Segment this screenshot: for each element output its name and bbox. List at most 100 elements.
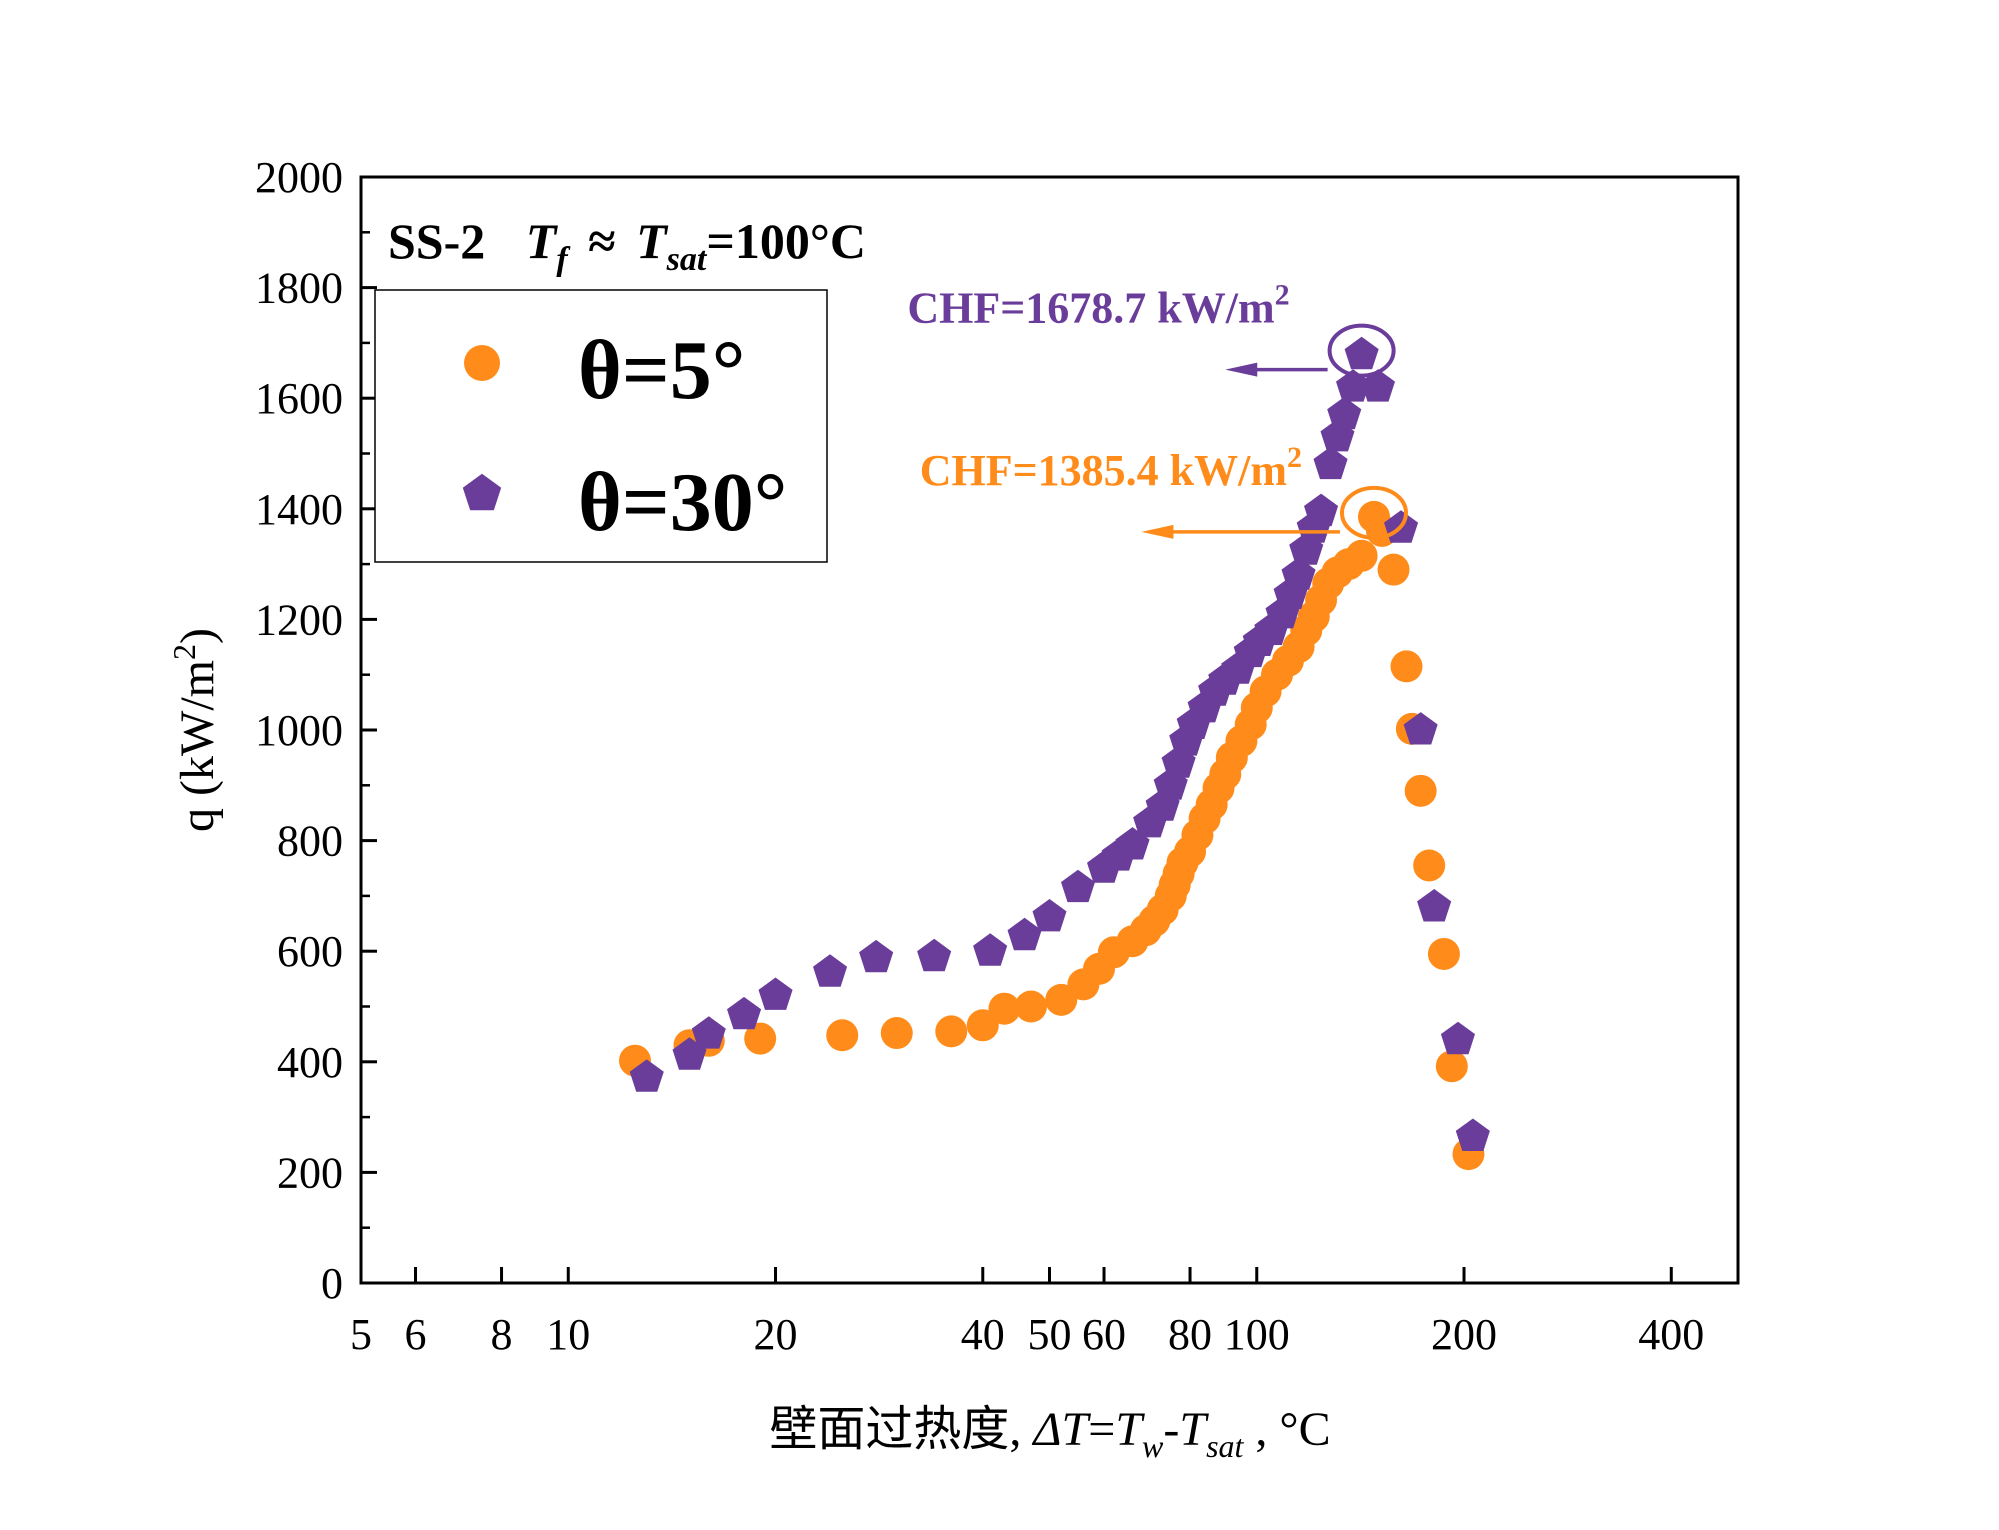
x-tick-label: 400	[1638, 1310, 1704, 1359]
chf-label: CHF=1678.7 kW/m2	[907, 279, 1289, 333]
legend-label-theta-5: θ=5°	[578, 324, 745, 417]
x-axis-title: 壁面过热度, ΔT=Tw-Tsat , °C	[769, 1403, 1330, 1464]
y-tick-label: 1600	[255, 374, 343, 423]
data-point	[1455, 1118, 1490, 1151]
chf-arrow-head	[1141, 524, 1174, 539]
data-point	[744, 1022, 777, 1055]
x-axis-title-cn: 壁面过热度,	[769, 1403, 1033, 1456]
y-tick-label: 1400	[255, 485, 343, 534]
data-point	[1404, 774, 1437, 807]
sample-name: SS-2	[388, 213, 485, 269]
chf-annotation-theta-5: CHF=1385.4 kW/m2	[920, 441, 1408, 540]
legend: θ=5° θ=30°	[374, 289, 828, 563]
chf-arrow-head	[1225, 362, 1258, 377]
y-axis-title-close: )	[171, 628, 224, 644]
y-axis: 0 200 400 600 800 1000 1200 1400 1600 1800 2000	[255, 153, 377, 1308]
y-tick-label: 200	[277, 1148, 343, 1197]
data-point	[917, 938, 952, 972]
data-point	[973, 933, 1008, 966]
x-tick-label: 200	[1431, 1310, 1497, 1359]
legend-label-theta-30: θ=30°	[578, 456, 787, 549]
x-tick-label: 100	[1224, 1310, 1290, 1359]
chf-label-text: CHF=1678.7 kW/m	[907, 284, 1274, 333]
x-axis: 5 6 8 10 20 40 50 60 80 100 200 400	[350, 1267, 1704, 1359]
chf-label-sup: 2	[1275, 279, 1290, 312]
data-point	[1390, 650, 1423, 683]
tsat-subscript: sat	[666, 241, 708, 278]
x-tick-label: 20	[754, 1310, 798, 1359]
legend-marker-theta-5	[464, 345, 500, 381]
data-point	[1377, 553, 1410, 586]
x-axis-title-unit: , °C	[1243, 1403, 1330, 1456]
y-tick-label: 0	[321, 1259, 343, 1308]
x-tick-label: 60	[1082, 1310, 1126, 1359]
y-tick-label: 1200	[255, 595, 343, 644]
data-point	[859, 939, 894, 973]
data-point	[1345, 539, 1378, 572]
y-tick-label: 800	[277, 817, 343, 866]
data-point	[935, 1015, 968, 1048]
data-point	[1413, 849, 1446, 882]
data-point	[1281, 557, 1316, 590]
data-point	[1427, 937, 1460, 970]
data-point	[1417, 889, 1452, 922]
x-axis-title-tw: T	[1115, 1403, 1145, 1456]
y-tick-label: 2000	[255, 153, 343, 202]
data-point	[1061, 869, 1095, 903]
chf-annotation-theta-30: CHF=1678.7 kW/m2	[907, 279, 1396, 378]
x-tick-label: 40	[961, 1310, 1005, 1359]
series-theta-5	[618, 500, 1485, 1171]
tf-symbol: T	[526, 213, 559, 269]
data-point	[1313, 446, 1348, 480]
legend-marker-circle	[464, 345, 500, 381]
x-axis-title-tsat: T	[1179, 1403, 1209, 1456]
y-axis-title-text: q (kW/m	[171, 660, 224, 832]
x-axis-title-eq: =	[1088, 1403, 1115, 1456]
x-tick-label: 8	[491, 1310, 513, 1359]
data-point	[813, 954, 848, 987]
x-axis-title-tsat-sub: sat	[1206, 1428, 1244, 1464]
data-point	[727, 996, 762, 1030]
condition-label: SS-2 Tf ≈ Tsat=100°C	[388, 213, 866, 281]
x-axis-title-tw-sub: w	[1142, 1428, 1164, 1464]
data-point	[1304, 493, 1339, 527]
data-point	[1361, 369, 1395, 402]
chf-label-text: CHF=1385.4 kW/m	[920, 446, 1287, 495]
data-point	[826, 1019, 859, 1052]
y-axis-title: q (kW/m2)	[166, 628, 224, 832]
y-axis-title-sup: 2	[166, 644, 202, 660]
data-point	[880, 1017, 913, 1050]
data-point	[1344, 336, 1379, 370]
approx-symbol: ≈	[588, 213, 615, 269]
data-point	[1440, 1021, 1475, 1055]
data-point	[629, 1059, 664, 1092]
chf-label-sup: 2	[1287, 441, 1302, 474]
y-tick-label: 400	[277, 1038, 343, 1087]
x-tick-label: 5	[350, 1310, 372, 1359]
data-point	[988, 992, 1021, 1025]
legend-marker-pentagon	[462, 473, 502, 511]
data-point	[1007, 917, 1042, 951]
chf-highlight-circle	[1327, 323, 1396, 378]
legend-box	[374, 289, 828, 563]
data-point	[1032, 899, 1067, 932]
y-tick-label: 1000	[255, 706, 343, 755]
chf-label: CHF=1385.4 kW/m2	[920, 441, 1302, 495]
tsat-symbol: T	[636, 213, 669, 269]
x-tick-label: 50	[1028, 1310, 1072, 1359]
data-point	[1045, 983, 1078, 1016]
y-tick-label: 1800	[255, 264, 343, 313]
x-axis-title-delta: ΔT	[1031, 1403, 1091, 1456]
x-tick-label: 10	[546, 1310, 590, 1359]
tf-subscript: f	[556, 241, 571, 278]
saturation-temperature: =100°C	[706, 213, 866, 269]
x-axis-title-minus: -	[1163, 1403, 1179, 1456]
legend-marker-theta-30	[462, 473, 502, 511]
data-point	[1403, 712, 1438, 745]
data-point	[1435, 1050, 1468, 1083]
chf-highlight-circle	[1339, 485, 1408, 540]
data-point	[966, 1009, 999, 1042]
y-tick-label: 600	[277, 927, 343, 976]
